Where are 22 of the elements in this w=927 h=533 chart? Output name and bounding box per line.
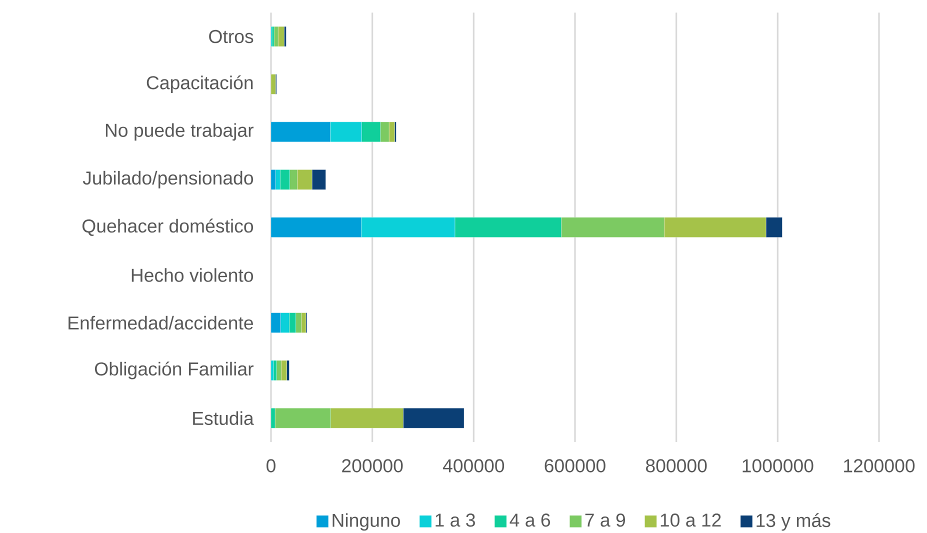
y-tick-label: Hecho violento [132,268,254,282]
x-tick-label: 1200000 [844,459,915,472]
y-tick-label: Otros [209,30,254,44]
legend-label: Ninguno [332,513,400,531]
x-tick-label: 200000 [342,459,403,472]
legend-label: 13 y más [756,513,830,531]
x-tick-label: 1000000 [742,459,814,472]
y-tick-label: No puede trabajar [106,123,254,141]
x-tick-label: 0 [266,459,276,472]
x-tick-label: 600000 [544,459,606,472]
legend-label: 7 a 9 [585,513,625,527]
legend-label: 4 a 6 [510,513,550,527]
y-tick-label: Estudia [193,411,254,426]
x-tick-label: 800000 [646,459,707,472]
legend-label: 10 a 12 [660,513,721,527]
y-tick-label: Quehacer doméstico [82,218,254,236]
y-tick-label: Capacitación [146,75,253,94]
y-tick-label: Obligación Familiar [94,362,254,380]
y-tick-label: Enfermedad/accidente [68,316,253,330]
y-tick-label: Jubilado/pensionado [82,170,254,188]
legend-label: 1 a 3 [436,513,475,527]
x-tick-label: 400000 [442,459,504,472]
